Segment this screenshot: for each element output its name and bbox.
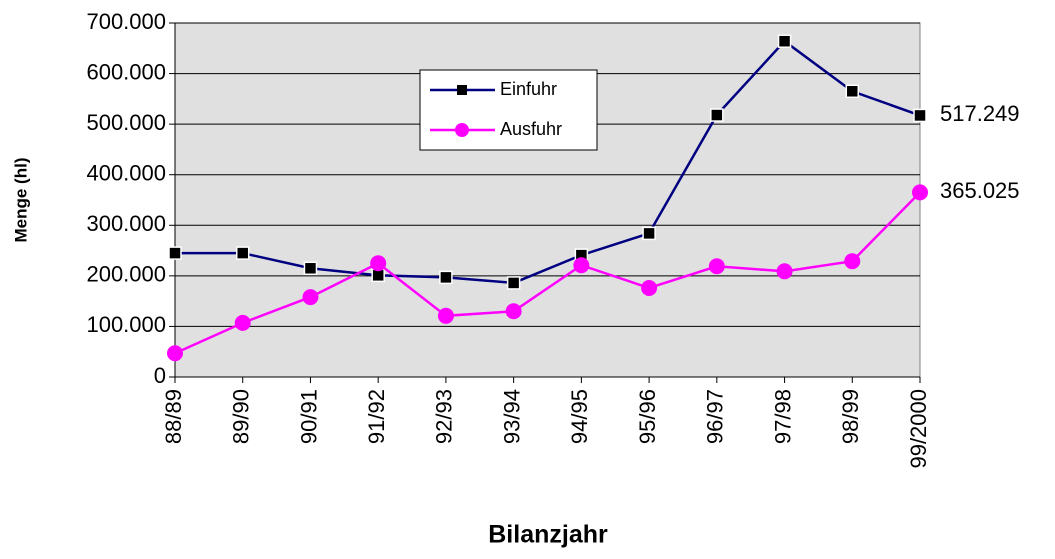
y-tick-label: 200.000 [86, 262, 166, 287]
x-tick-label: 89/90 [229, 389, 254, 444]
data-label: 517.249 [940, 101, 1020, 126]
marker [776, 263, 793, 280]
x-tick-label: 88/89 [161, 389, 186, 444]
marker [370, 255, 387, 272]
y-tick-label: 300.000 [86, 211, 166, 236]
x-tick-label: 95/96 [635, 389, 660, 444]
marker [777, 34, 792, 48]
data-label: 365.025 [940, 178, 1020, 203]
marker [845, 84, 860, 99]
marker [708, 258, 725, 275]
marker [641, 279, 658, 296]
legend-marker [457, 85, 467, 95]
marker [710, 108, 724, 122]
marker [167, 345, 183, 362]
marker [302, 289, 319, 306]
y-tick-label: 500.000 [86, 110, 166, 135]
y-tick-label: 400.000 [86, 161, 166, 186]
marker [235, 246, 250, 260]
x-tick-label: 94/95 [567, 389, 592, 444]
y-axis-label: Menge (hl) [11, 158, 30, 243]
legend-marker [455, 123, 469, 137]
marker [505, 303, 522, 320]
marker [913, 108, 927, 123]
x-tick-label: 97/98 [770, 389, 795, 444]
marker [303, 261, 318, 276]
x-axis-label: Bilanzjahr [488, 521, 608, 549]
marker [234, 314, 251, 331]
marker [844, 253, 861, 270]
y-tick-label: 600.000 [86, 59, 166, 84]
marker [506, 276, 521, 290]
x-tick-label: 90/91 [296, 389, 321, 444]
marker [168, 246, 182, 260]
x-tick-label: 93/94 [499, 389, 524, 444]
series-line [174, 191, 921, 355]
legend-box [419, 69, 598, 151]
marker [642, 226, 656, 241]
series-line [175, 39, 921, 285]
x-tick-label: 92/93 [432, 389, 457, 444]
x-tick-label: 91/92 [364, 389, 389, 444]
x-tick-label: 96/97 [703, 389, 728, 444]
y-tick-label: 700.000 [86, 9, 166, 34]
marker [437, 307, 454, 324]
y-tick-label: 0 [154, 363, 166, 388]
marker [573, 257, 590, 274]
y-tick-label: 100.000 [86, 312, 166, 337]
x-tick-label: 98/99 [838, 389, 863, 444]
marker [439, 270, 453, 285]
marker [912, 184, 928, 201]
legend-label: Ausfuhr [500, 119, 562, 139]
legend-label: Einfuhr [500, 79, 557, 99]
x-tick-label: 99/2000 [906, 389, 931, 469]
